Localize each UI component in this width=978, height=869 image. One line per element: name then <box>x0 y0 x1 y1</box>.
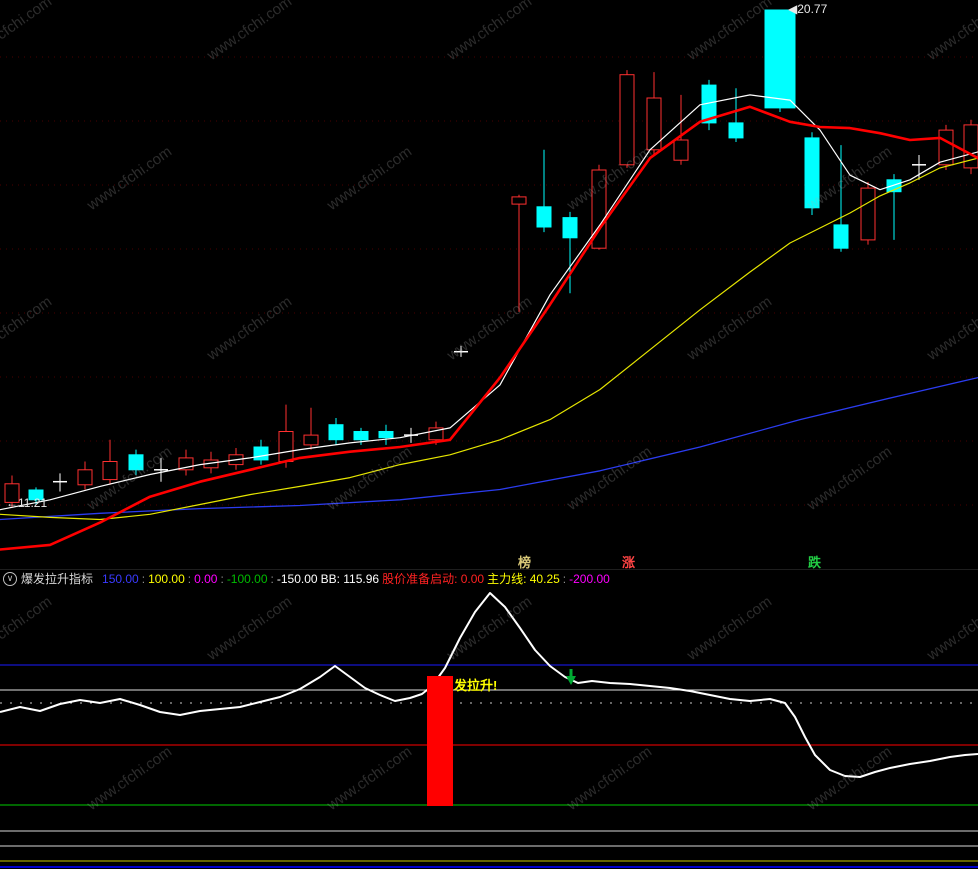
indicator-param: 主力线: 40.25 <box>487 572 560 586</box>
indicator-param: BB: 115.96 <box>321 572 380 586</box>
indicator-param: 150.00 <box>102 572 139 586</box>
indicator-param: -100.00 <box>227 572 268 586</box>
stock-chart-app: www.cfchi.comwww.cfchi.comwww.cfchi.comw… <box>0 0 978 869</box>
indicator-param: -200.00 <box>569 572 610 586</box>
indicator-param: : <box>188 572 191 586</box>
indicator-param: -150.00 <box>277 572 318 586</box>
price-high-label: ◀20.77 <box>788 2 827 16</box>
indicator-param: : <box>271 572 274 586</box>
indicator-param: : <box>142 572 145 586</box>
indicator-header: ∨ 爆发拉升指标 150.00:100.00:0.00:-100.00:-150… <box>0 569 978 587</box>
indicator-title: 爆发拉升指标 <box>21 570 93 587</box>
indicator-param: : <box>220 572 223 586</box>
price-low-label: ←11.21 <box>6 496 47 510</box>
indicator-param: 0.00 <box>194 572 217 586</box>
indicator-params: 150.00:100.00:0.00:-100.00:-150.00BB: 11… <box>99 570 610 587</box>
indicator-param: 股价准备启动: 0.00 <box>382 572 484 586</box>
indicator-param: : <box>563 572 566 586</box>
chart-canvas[interactable] <box>0 0 978 869</box>
collapse-icon[interactable]: ∨ <box>3 572 17 586</box>
indicator-param: 100.00 <box>148 572 185 586</box>
signal-text: 发拉升! <box>454 675 497 694</box>
